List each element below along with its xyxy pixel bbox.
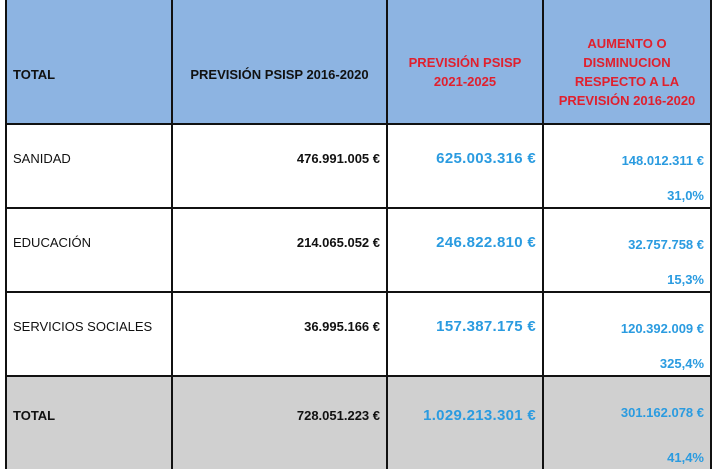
total-prevision-2016-2020-value: 728.051.223 €: [171, 375, 388, 469]
table-row-total: TOTAL 728.051.223 € 1.029.213.301 € 301.…: [5, 375, 712, 469]
row-label-text: SANIDAD: [13, 150, 71, 166]
difference-percent: 31,0%: [667, 188, 704, 203]
header-total: TOTAL: [5, 0, 173, 125]
header-prevision-2021-2025-line1: PREVISIÓN PSISP: [408, 54, 522, 70]
difference-amount: 32.757.758 €: [628, 237, 704, 252]
total-prevision-2021-2025-value: 1.029.213.301 €: [386, 375, 544, 469]
prevision-2016-2020-text: 476.991.005 €: [296, 150, 380, 166]
difference-percent: 325,4%: [659, 356, 704, 371]
prevision-2016-2020-value: 214.065.052 €: [171, 207, 388, 293]
row-label: EDUCACIÓN: [5, 207, 173, 293]
total-difference-percent: 41,4%: [667, 450, 704, 465]
header-aumento-line2: DISMINUCION: [583, 54, 671, 70]
prevision-2016-2020-value: 36.995.166 €: [171, 291, 388, 377]
difference-cell: 148.012.311 € 31,0%: [542, 123, 712, 209]
header-aumento-disminucion: AUMENTO O DISMINUCION RESPECTO A LA PREV…: [542, 0, 712, 125]
prevision-2021-2025-value: 625.003.316 €: [386, 123, 544, 209]
table-row-servicios-sociales: SERVICIOS SOCIALES 36.995.166 € 157.387.…: [5, 291, 712, 377]
row-label: SANIDAD: [5, 123, 173, 209]
prevision-2021-2025-text: 625.003.316 €: [436, 149, 536, 167]
table-row-educacion: EDUCACIÓN 214.065.052 € 246.822.810 € 32…: [5, 207, 712, 293]
prevision-2021-2025-value: 246.822.810 €: [386, 207, 544, 293]
difference-cell: 32.757.758 € 15,3%: [542, 207, 712, 293]
row-label: SERVICIOS SOCIALES: [5, 291, 173, 377]
header-prevision-2021-2025: PREVISIÓN PSISP 2021-2025: [386, 0, 544, 125]
prevision-2016-2020-value: 476.991.005 €: [171, 123, 388, 209]
difference-amount: 148.012.311 €: [621, 153, 704, 168]
total-difference-amount: 301.162.078 €: [620, 405, 704, 420]
prevision-2021-2025-value: 157.387.175 €: [386, 291, 544, 377]
difference-percent: 15,3%: [667, 272, 704, 287]
prevision-2021-2025-text: 157.387.175 €: [436, 317, 536, 335]
row-label-text: SERVICIOS SOCIALES: [13, 318, 153, 334]
total-prevision-2016-2020-text: 728.051.223 €: [296, 407, 380, 423]
header-total-label: TOTAL: [13, 67, 56, 82]
header-aumento-line4: PREVISIÓN 2016-2020: [558, 92, 696, 108]
header-aumento-line3: RESPECTO A LA: [574, 73, 680, 89]
total-label: TOTAL: [5, 375, 173, 469]
header-prevision-2021-2025-line2: 2021-2025: [433, 73, 497, 89]
total-difference-cell: 301.162.078 € 41,4%: [542, 375, 712, 469]
header-prevision-2016-2020-label: PREVISIÓN PSISP 2016-2020: [190, 67, 369, 82]
prevision-2021-2025-text: 246.822.810 €: [436, 233, 536, 251]
prevision-2016-2020-text: 214.065.052 €: [296, 234, 380, 250]
prevision-2016-2020-text: 36.995.166 €: [304, 318, 380, 334]
difference-amount: 120.392.009 €: [620, 321, 704, 336]
budget-comparison-table: TOTAL PREVISIÓN PSISP 2016-2020 PREVISIÓ…: [5, 0, 712, 469]
row-label-text: EDUCACIÓN: [13, 234, 92, 250]
table-header-row: TOTAL PREVISIÓN PSISP 2016-2020 PREVISIÓ…: [5, 0, 712, 125]
difference-cell: 120.392.009 € 325,4%: [542, 291, 712, 377]
header-aumento-line1: AUMENTO O: [587, 35, 667, 51]
total-prevision-2021-2025-text: 1.029.213.301 €: [423, 406, 536, 424]
total-label-text: TOTAL: [13, 407, 56, 423]
header-prevision-2016-2020: PREVISIÓN PSISP 2016-2020: [171, 0, 388, 125]
table-row-sanidad: SANIDAD 476.991.005 € 625.003.316 € 148.…: [5, 123, 712, 209]
